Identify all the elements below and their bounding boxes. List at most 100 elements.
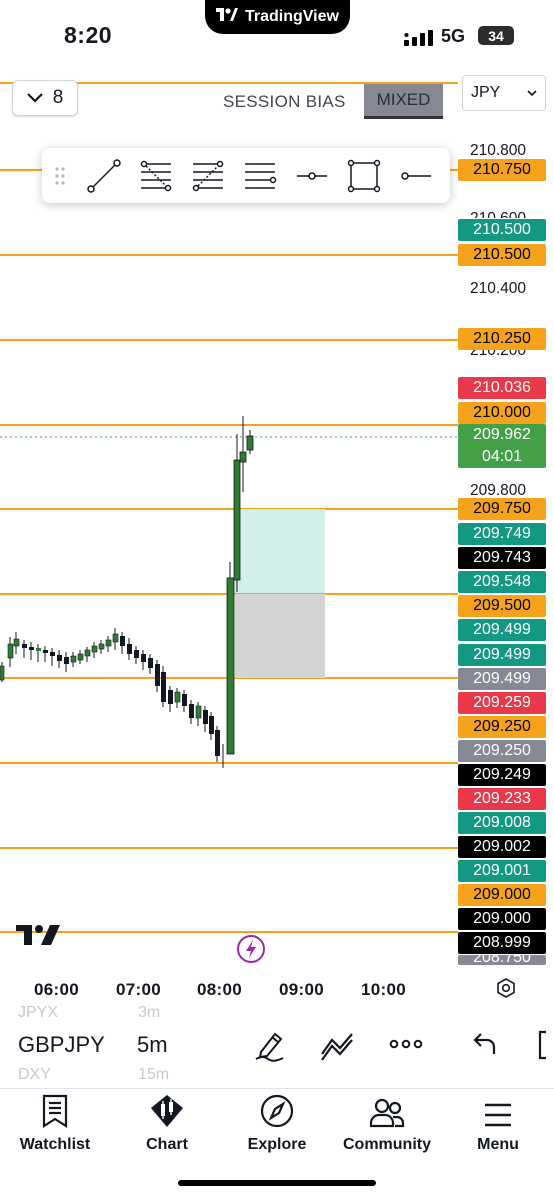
chart-settings-icon[interactable]: [495, 977, 517, 1004]
price-tag: 209.499: [458, 644, 546, 666]
chart-area[interactable]: 210.800 210.600 210.400 210.200 209.800 …: [0, 62, 554, 972]
network-type: 5G: [441, 26, 466, 46]
currency-select[interactable]: JPY: [462, 75, 546, 111]
tradingview-logo-icon: [216, 8, 239, 26]
symbol-selector[interactable]: GBPJPY: [18, 1032, 105, 1057]
price-tag: 209.749: [458, 523, 546, 545]
tab-label: Menu: [477, 1136, 519, 1153]
candlestick-series[interactable]: [0, 62, 458, 972]
island-text: TradingView: [245, 8, 339, 25]
level-line[interactable]: [0, 508, 458, 510]
target-zone[interactable]: [235, 509, 325, 593]
trend-line-tool-icon[interactable]: [78, 148, 130, 203]
level-line[interactable]: [0, 82, 458, 84]
axis-label: 210.600: [470, 210, 526, 218]
price-tag: 208.999: [458, 932, 546, 954]
current-price: 209.962: [473, 426, 531, 443]
chevron-down-icon: [527, 89, 537, 96]
redo-icon[interactable]: [536, 1030, 554, 1065]
timeframe-selector[interactable]: 5m: [137, 1032, 168, 1057]
tab-label: Explore: [247, 1136, 307, 1153]
time-axis-label: 07:00: [116, 980, 161, 999]
signal-icon: [404, 30, 434, 51]
stop-zone[interactable]: [235, 594, 325, 678]
price-tag: 209.250: [458, 740, 546, 762]
rectangle-tool-icon[interactable]: [338, 148, 390, 203]
level-line[interactable]: [0, 847, 458, 849]
tab-label: Watchlist: [19, 1136, 91, 1153]
axis-label: 209.800: [470, 482, 527, 499]
time-axis-label: 08:00: [197, 980, 242, 999]
session-bias-label: SESSION BIAS: [223, 92, 346, 111]
price-tag: 209.000: [458, 884, 546, 906]
time-axis-label: 09:00: [279, 980, 324, 999]
compass-icon: [260, 1090, 294, 1128]
price-tag: 209.750: [458, 498, 546, 520]
next-timeframe[interactable]: 15m: [138, 1066, 170, 1083]
more-icon[interactable]: [389, 1036, 423, 1057]
interval-dropdown-button[interactable]: 8: [12, 80, 78, 116]
tab-explore[interactable]: Explore: [240, 1090, 314, 1154]
battery-icon: 34: [478, 26, 514, 45]
price-tag: 209.250: [458, 716, 546, 738]
bar-countdown: 04:01: [481, 448, 523, 465]
level-line[interactable]: [0, 931, 458, 933]
price-tag: 209.743: [458, 547, 546, 569]
tab-community[interactable]: Community: [340, 1090, 434, 1154]
price-tag: 210.036: [458, 377, 546, 399]
chevron-down-icon: [26, 93, 43, 103]
horizontal-line-tool-icon[interactable]: [390, 148, 442, 203]
indicators-icon[interactable]: [320, 1028, 356, 1067]
price-tag: 209.499: [458, 668, 546, 690]
current-price-line: [0, 436, 458, 438]
tab-label: Chart: [146, 1136, 188, 1153]
price-tag: 209.500: [458, 595, 546, 617]
tab-menu[interactable]: Menu: [470, 1090, 526, 1154]
lightning-icon[interactable]: [236, 934, 266, 969]
tab-watchlist[interactable]: Watchlist: [18, 1090, 92, 1154]
watchlist-icon: [41, 1090, 69, 1128]
price-tag: 209.000: [458, 908, 546, 930]
tab-label: Community: [343, 1136, 431, 1153]
time-axis-label: 10:00: [361, 980, 406, 999]
prev-timeframe[interactable]: 3m: [138, 1004, 161, 1021]
interval-value: 8: [52, 87, 64, 108]
status-time: 8:20: [64, 22, 113, 48]
price-tag: 208.750: [458, 955, 546, 965]
axis-label: 210.800: [470, 142, 527, 159]
level-line[interactable]: [0, 424, 458, 426]
tab-chart[interactable]: Chart: [130, 1090, 204, 1154]
level-line[interactable]: [0, 254, 458, 256]
price-tag: 210.500: [458, 219, 546, 241]
community-icon: [369, 1090, 405, 1128]
level-line[interactable]: [0, 762, 458, 764]
drawing-toolbar[interactable]: [42, 148, 450, 203]
session-bias-value: MIXED: [364, 84, 443, 119]
currency-value: JPY: [471, 84, 501, 101]
battery-level: 34: [488, 27, 504, 44]
fib-extension-tool-icon[interactable]: [182, 148, 234, 203]
price-tag: 210.250: [458, 328, 546, 350]
fib-retracement-tool-icon[interactable]: [130, 148, 182, 203]
price-tag: 209.499: [458, 619, 546, 641]
dynamic-island: TradingView: [205, 0, 350, 34]
price-tag: 210.000: [458, 402, 546, 424]
menu-icon: [483, 1090, 513, 1128]
parallel-lines-tool-icon[interactable]: [234, 148, 286, 203]
level-line[interactable]: [0, 339, 458, 341]
price-tag: 209.001: [458, 860, 546, 882]
prev-symbol[interactable]: JPYX: [18, 1004, 59, 1021]
horizontal-ray-tool-icon[interactable]: [286, 148, 338, 203]
pen-icon[interactable]: [253, 1028, 287, 1067]
axis-label: 210.400: [470, 280, 527, 297]
price-tag: 209.249: [458, 764, 546, 786]
price-tag: 209.008: [458, 812, 546, 834]
price-tag: 209.259: [458, 692, 546, 714]
price-tag: 210.750: [458, 159, 546, 181]
price-tag: 210.500: [458, 244, 546, 266]
drag-handle-icon[interactable]: [42, 148, 78, 203]
tradingview-watermark-icon: [16, 924, 60, 951]
undo-icon[interactable]: [472, 1030, 498, 1063]
home-indicator: [178, 1180, 376, 1186]
next-symbol[interactable]: DXY: [18, 1066, 51, 1083]
